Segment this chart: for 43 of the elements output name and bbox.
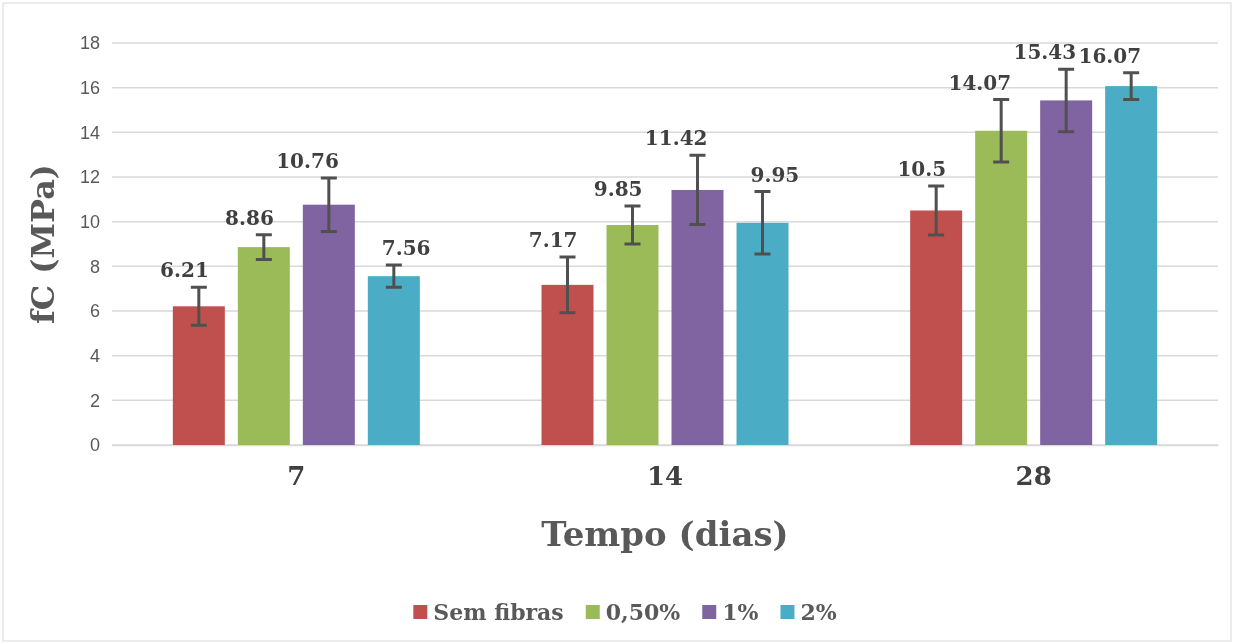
- data-label: 15.43: [1013, 40, 1077, 65]
- y-tick-label: 12: [79, 167, 100, 188]
- data-label: 7.17: [528, 227, 578, 252]
- bar: [1105, 86, 1158, 445]
- y-tick-label: 4: [89, 345, 100, 366]
- bar: [172, 306, 225, 445]
- bar: [975, 130, 1028, 445]
- x-tick-label: 14: [646, 461, 684, 492]
- bar: [910, 210, 963, 445]
- data-label: 8.86: [225, 205, 274, 230]
- bar: [237, 247, 290, 445]
- legend-label: 2%: [800, 599, 837, 625]
- data-label: 11.42: [644, 126, 708, 151]
- data-label: 9.85: [593, 177, 643, 202]
- data-label: 9.95: [750, 162, 800, 187]
- bar: [302, 204, 355, 445]
- data-label: 16.07: [1078, 43, 1142, 68]
- x-axis-title: Tempo (dias): [541, 514, 789, 554]
- y-tick-label: 16: [79, 77, 100, 98]
- legend-label: 1%: [722, 599, 759, 625]
- data-label: 14.07: [948, 70, 1012, 95]
- x-tick-label: 28: [1015, 461, 1052, 492]
- y-axis-title: fC (MPa): [24, 163, 62, 325]
- y-tick-label: 14: [79, 122, 100, 143]
- bar: [367, 276, 420, 445]
- data-label: 10.76: [276, 148, 339, 173]
- legend-label: 0,50%: [605, 599, 681, 625]
- bar: [736, 222, 789, 445]
- legend-label: Sem fibras: [433, 599, 564, 625]
- bar: [671, 189, 724, 445]
- y-tick-label: 10: [79, 211, 100, 232]
- y-tick-label: 8: [89, 256, 100, 277]
- data-label: 10.5: [897, 156, 947, 181]
- bar: [1040, 100, 1093, 445]
- data-label: 7.56: [381, 235, 431, 260]
- x-tick-label: 7: [287, 461, 306, 492]
- y-tick-label: 0: [89, 435, 100, 456]
- bar: [606, 225, 659, 445]
- y-tick-label: 2: [89, 390, 100, 411]
- y-tick-label: 6: [89, 301, 100, 322]
- data-label: 6.21: [160, 258, 209, 283]
- y-tick-label: 18: [79, 33, 100, 54]
- bar: [541, 284, 594, 445]
